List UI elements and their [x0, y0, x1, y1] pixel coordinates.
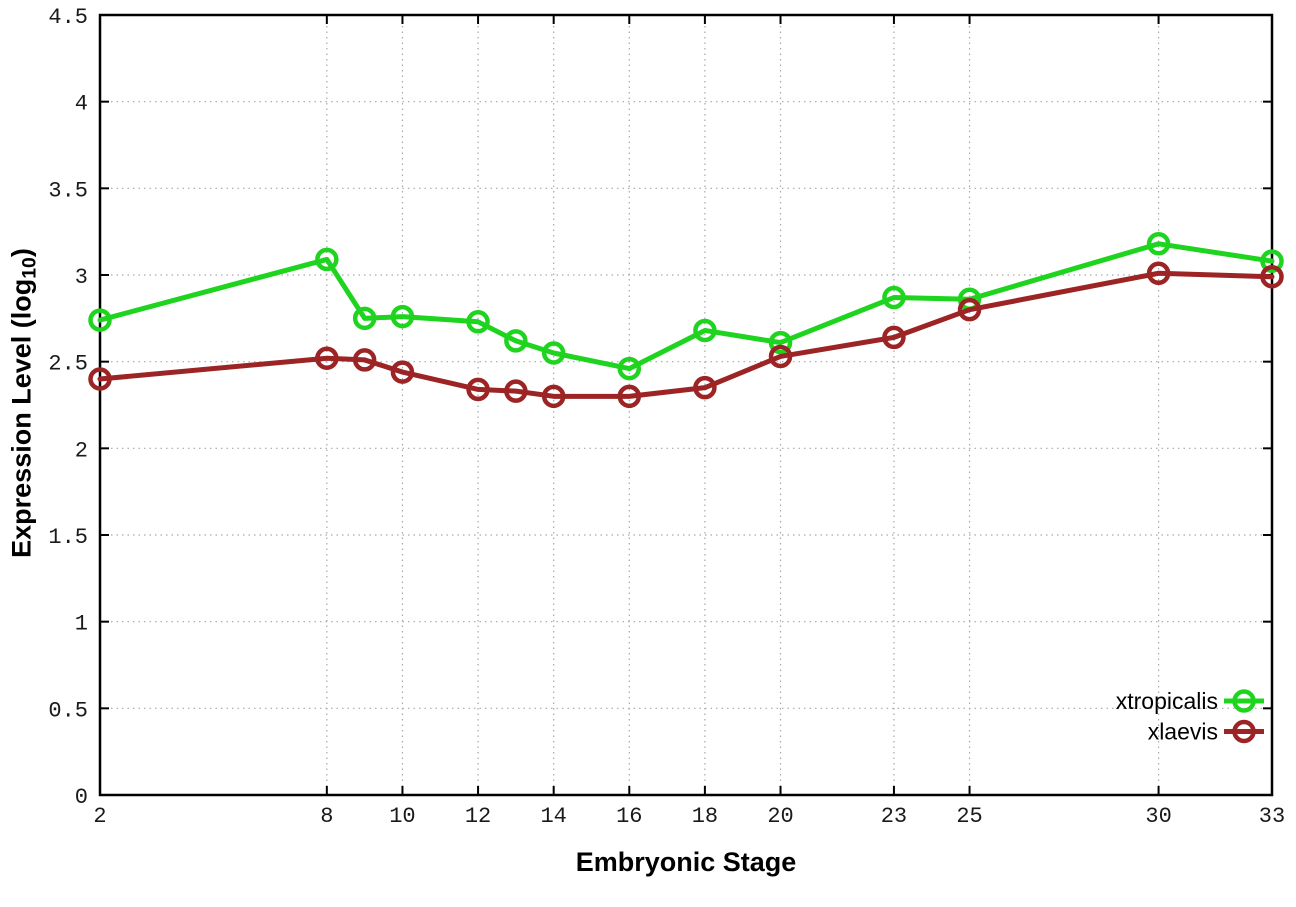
y-axis-title-subscript: 10 — [18, 257, 41, 279]
data-point-xlaevis — [541, 384, 566, 409]
data-point-xtropicalis — [768, 330, 793, 355]
x-tick-label: 25 — [956, 804, 982, 829]
x-axis-title: Embryonic Stage — [575, 847, 797, 877]
x-tick-label: 20 — [767, 804, 793, 829]
y-axis-title-suffix: ) — [6, 248, 37, 258]
x-tick-label: 18 — [692, 804, 718, 829]
data-point-xlaevis — [466, 377, 490, 402]
x-tick-label: 14 — [540, 804, 566, 829]
x-tick-label: 33 — [1259, 804, 1285, 829]
data-point-xtropicalis — [541, 341, 566, 365]
y-tick-label: 0 — [75, 785, 88, 810]
data-point-xtropicalis — [352, 306, 377, 331]
y-axis-title: Expression Level (log10) — [6, 248, 41, 558]
data-point-xtropicalis — [617, 356, 642, 381]
x-tick-label: 10 — [389, 804, 415, 829]
data-point-xlaevis — [617, 384, 642, 409]
data-point-xlaevis — [882, 325, 906, 350]
data-point-xtropicalis — [88, 308, 112, 332]
y-tick-label: 2 — [75, 438, 88, 463]
data-point-xlaevis — [352, 348, 377, 372]
data-point-xlaevis — [390, 360, 415, 384]
data-point-xtropicalis — [882, 285, 906, 310]
x-tick-label: 23 — [881, 804, 907, 829]
data-point-xlaevis — [1260, 264, 1284, 289]
y-tick-label: 1.5 — [48, 525, 88, 550]
legend-label-xtropicalis: xtropicalis — [1116, 688, 1218, 714]
y-tick-label: 3 — [75, 265, 88, 290]
data-point-xlaevis — [957, 297, 982, 322]
legend-sample-marker-xlaevis — [1232, 719, 1256, 744]
y-tick-label: 2.5 — [48, 352, 88, 377]
plot-border — [98, 13, 1274, 797]
y-tick-label: 1 — [75, 612, 88, 637]
y-tick-label: 0.5 — [48, 698, 88, 723]
x-tick-label: 12 — [465, 804, 491, 829]
x-tick-label: 2 — [93, 804, 106, 829]
data-point-xlaevis — [768, 344, 793, 369]
data-point-xlaevis — [1146, 261, 1171, 286]
x-tick-label: 16 — [616, 804, 642, 829]
data-point-xtropicalis — [466, 310, 490, 334]
x-tick-label: 30 — [1145, 804, 1171, 829]
data-point-xtropicalis — [1260, 249, 1284, 273]
y-tick-label: 4.5 — [48, 5, 88, 30]
series-line-xtropicalis — [97, 241, 1275, 372]
x-tick-label: 8 — [320, 804, 333, 829]
data-point-xtropicalis — [315, 247, 339, 272]
data-point-xlaevis — [88, 367, 112, 391]
legend-label-xlaevis: xlaevis — [1148, 719, 1218, 745]
data-point-xlaevis — [315, 346, 339, 370]
data-point-xtropicalis — [1146, 232, 1171, 256]
y-tick-label: 4 — [75, 92, 88, 117]
series-line-xlaevis — [97, 270, 1275, 399]
legend-sample-marker-xtropicalis — [1232, 689, 1256, 713]
data-point-xlaevis — [504, 379, 528, 403]
data-point-xlaevis — [693, 375, 717, 400]
y-axis-title-text: Expression Level (log — [6, 278, 37, 558]
y-tick-label: 3.5 — [48, 178, 88, 203]
data-point-xtropicalis — [504, 329, 528, 353]
data-point-xtropicalis — [693, 318, 717, 343]
data-point-xtropicalis — [390, 304, 415, 329]
